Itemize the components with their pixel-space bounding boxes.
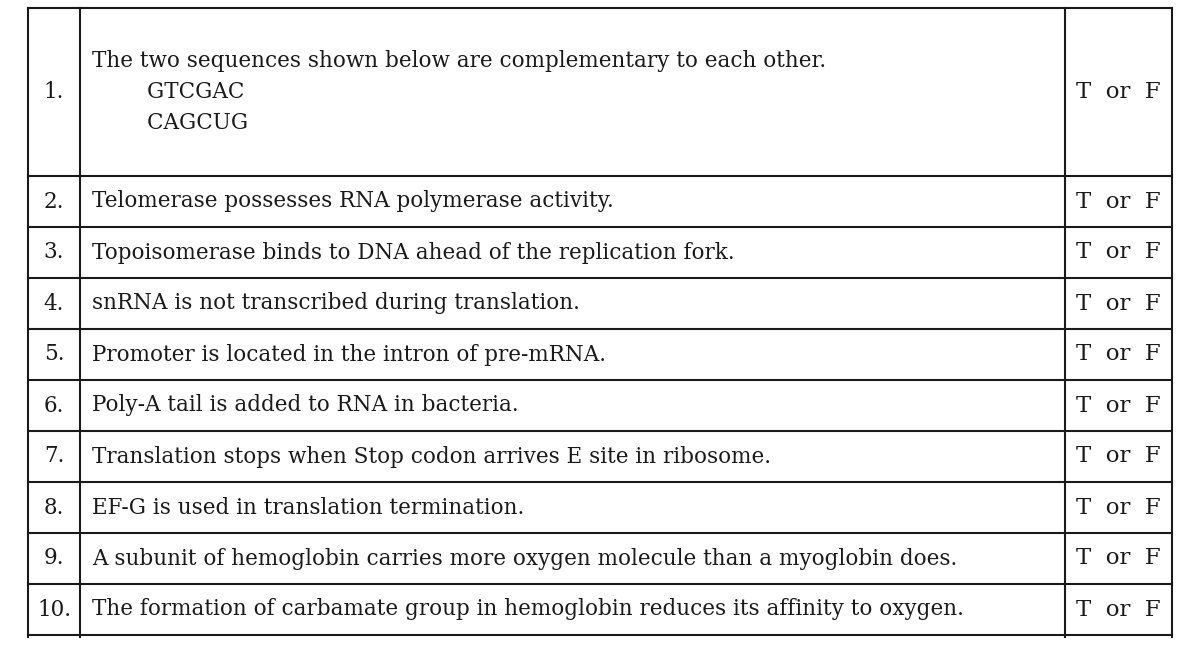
Text: 7.: 7. bbox=[44, 446, 64, 468]
Text: Topoisomerase binds to DNA ahead of the replication fork.: Topoisomerase binds to DNA ahead of the … bbox=[92, 241, 734, 264]
Text: Telomerase possesses RNA polymerase activity.: Telomerase possesses RNA polymerase acti… bbox=[92, 190, 613, 212]
Text: CAGCUG: CAGCUG bbox=[92, 112, 248, 134]
Text: Translation stops when Stop codon arrives E site in ribosome.: Translation stops when Stop codon arrive… bbox=[92, 446, 772, 468]
Text: T  or  F: T or F bbox=[1076, 190, 1160, 212]
Text: Poly-A tail is added to RNA in bacteria.: Poly-A tail is added to RNA in bacteria. bbox=[92, 395, 518, 417]
Text: 10.: 10. bbox=[37, 599, 71, 620]
Text: 3.: 3. bbox=[43, 241, 65, 264]
Text: 2.: 2. bbox=[43, 190, 65, 212]
Text: GTCGAC: GTCGAC bbox=[92, 81, 245, 103]
Text: T  or  F: T or F bbox=[1076, 446, 1160, 468]
Text: 4.: 4. bbox=[44, 292, 64, 315]
Text: EF-G is used in translation termination.: EF-G is used in translation termination. bbox=[92, 497, 524, 519]
Text: snRNA is not transcribed during translation.: snRNA is not transcribed during translat… bbox=[92, 292, 580, 315]
Text: The two sequences shown below are complementary to each other.: The two sequences shown below are comple… bbox=[92, 50, 826, 72]
Text: T  or  F: T or F bbox=[1076, 395, 1160, 417]
Text: T  or  F: T or F bbox=[1076, 344, 1160, 366]
Text: 9.: 9. bbox=[43, 548, 65, 570]
Text: The formation of carbamate group in hemoglobin reduces its affinity to oxygen.: The formation of carbamate group in hemo… bbox=[92, 599, 964, 620]
Text: 1.: 1. bbox=[44, 81, 64, 103]
Text: T  or  F: T or F bbox=[1076, 599, 1160, 620]
Text: 6.: 6. bbox=[44, 395, 64, 417]
Text: A subunit of hemoglobin carries more oxygen molecule than a myoglobin does.: A subunit of hemoglobin carries more oxy… bbox=[92, 548, 958, 570]
Text: Promoter is located in the intron of pre-mRNA.: Promoter is located in the intron of pre… bbox=[92, 344, 606, 366]
Text: 8.: 8. bbox=[44, 497, 64, 519]
Text: 5.: 5. bbox=[43, 344, 65, 366]
Text: T  or  F: T or F bbox=[1076, 497, 1160, 519]
Text: T  or  F: T or F bbox=[1076, 292, 1160, 315]
Text: T  or  F: T or F bbox=[1076, 548, 1160, 570]
Text: T  or  F: T or F bbox=[1076, 81, 1160, 103]
Text: T  or  F: T or F bbox=[1076, 241, 1160, 264]
